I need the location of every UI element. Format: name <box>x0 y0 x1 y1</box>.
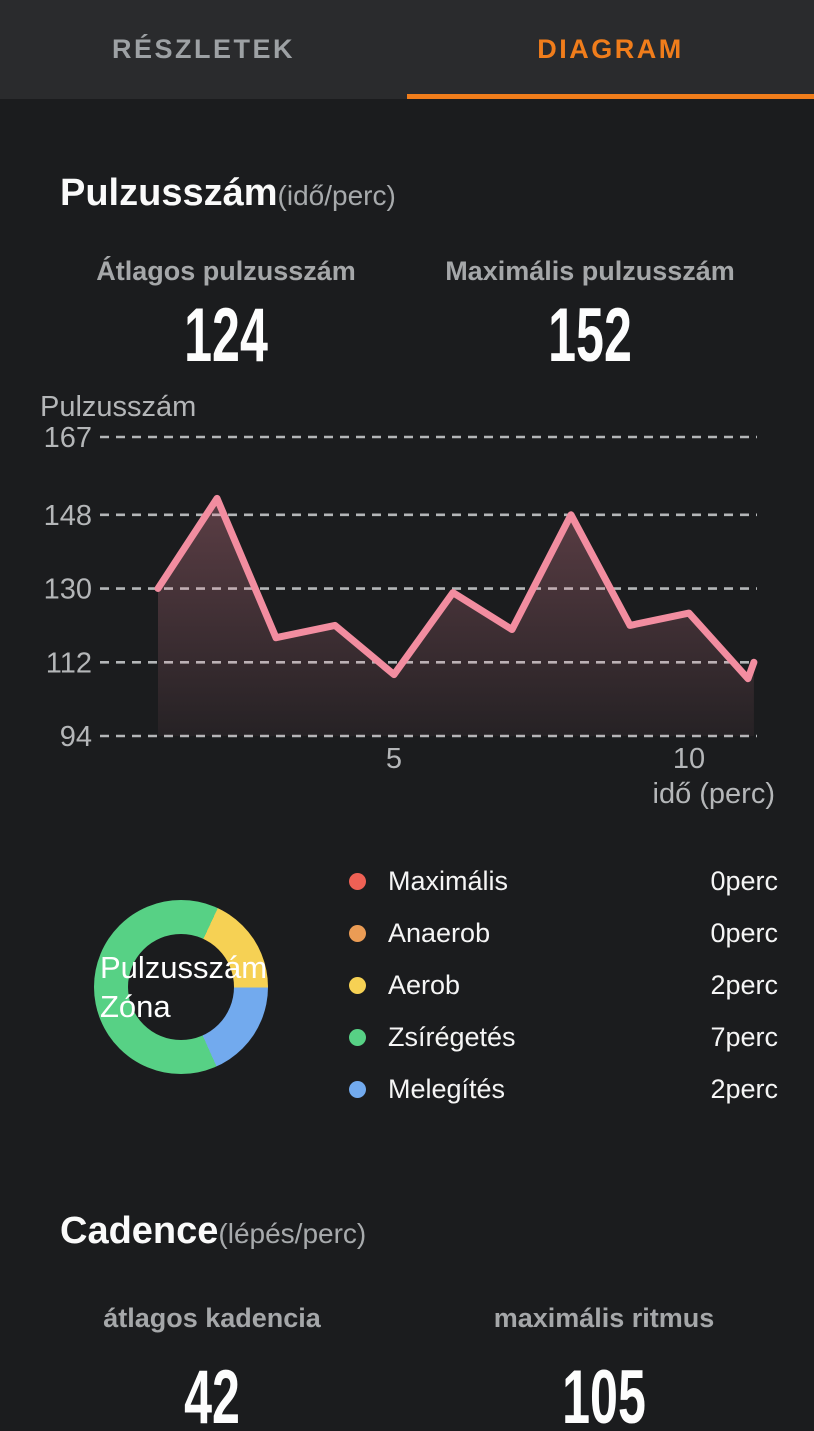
avg-cadence-value: 42 <box>184 1355 240 1431</box>
svg-text:94: 94 <box>60 721 92 753</box>
zone-legend: Maximális 0perc Anaerob 0perc Aerob 2per… <box>349 855 778 1115</box>
chart-series <box>154 494 758 736</box>
zone-label: Maximális <box>388 865 509 896</box>
chart-x-axis-title: idő (perc) <box>653 778 776 810</box>
zone-value: 2perc <box>710 1073 778 1104</box>
tab-reszletek[interactable]: RÉSZLETEK <box>111 34 295 64</box>
avg-heart-rate-value: 124 <box>184 293 268 378</box>
zone-value: 2perc <box>710 969 778 1000</box>
zone-label: Aerob <box>388 969 461 1000</box>
max-heart-rate-value: 152 <box>548 293 632 378</box>
zone-value: 0perc <box>710 865 778 896</box>
heart-rate-line-chart: 167 148 130 112 94 5 10 Pulzusszám idő (perc) <box>40 391 776 810</box>
svg-text:112: 112 <box>46 647 92 679</box>
cadence-title-unit: (lépés/perc) <box>218 1218 367 1249</box>
zone-value: 7perc <box>710 1021 778 1052</box>
legend-row-maximalis: Maximális 0perc <box>349 855 778 907</box>
zone-label: Melegítés <box>388 1073 506 1104</box>
legend-row-melegites: Melegítés 2perc <box>349 1063 778 1115</box>
chart-y-axis-title: Pulzusszám <box>40 391 196 423</box>
zone-color-dot-maximalis <box>349 872 366 890</box>
max-heart-rate-label: Maximális pulzusszám <box>445 256 735 286</box>
chart-y-tick-labels: 167 148 130 112 94 <box>44 422 92 753</box>
donut-center-line2: Zóna <box>100 989 171 1024</box>
donut-center-line1: Pulzusszám <box>100 950 268 985</box>
zone-color-dot-zsiregetes <box>349 1028 366 1046</box>
legend-row-zsiregetes: Zsírégetés 7perc <box>349 1011 778 1063</box>
max-rhythm-value: 105 <box>562 1355 646 1431</box>
donut-center-label: Pulzusszám Zóna <box>100 948 267 1026</box>
legend-row-aerob: Aerob 2perc <box>349 959 778 1011</box>
legend-row-anaerob: Anaerob 0perc <box>349 907 778 959</box>
svg-text:148: 148 <box>44 500 92 532</box>
zone-color-dot-anaerob <box>349 924 366 942</box>
cadence-title-text: Cadence <box>60 1210 219 1252</box>
heart-rate-title-unit: (idő/perc) <box>277 180 396 211</box>
heart-rate-title-text: Pulzusszám <box>60 172 278 214</box>
heart-rate-zone-donut-chart <box>94 900 268 1074</box>
svg-text:10: 10 <box>673 743 705 775</box>
zone-value: 0perc <box>710 917 778 948</box>
zone-color-dot-aerob <box>349 976 366 994</box>
chart-x-tick-labels: 5 10 <box>386 743 705 775</box>
zone-color-dot-melegites <box>349 1080 366 1098</box>
avg-heart-rate-label: Átlagos pulzusszám <box>96 256 356 286</box>
zone-label: Zsírégetés <box>388 1021 516 1052</box>
active-tab-underline <box>407 94 814 99</box>
svg-text:130: 130 <box>44 574 92 606</box>
tab-bar: RÉSZLETEK DIAGRAM <box>0 0 814 99</box>
svg-text:167: 167 <box>44 422 92 454</box>
tab-diagram[interactable]: DIAGRAM <box>537 34 684 64</box>
heart-rate-section-title: Pulzusszám(idő/perc) <box>60 172 396 215</box>
cadence-section-title: Cadence(lépés/perc) <box>60 1210 366 1253</box>
zone-label: Anaerob <box>388 917 491 948</box>
max-rhythm-label: maximális ritmus <box>493 1303 715 1333</box>
svg-text:5: 5 <box>386 743 402 775</box>
avg-cadence-label: átlagos kadencia <box>103 1303 321 1333</box>
